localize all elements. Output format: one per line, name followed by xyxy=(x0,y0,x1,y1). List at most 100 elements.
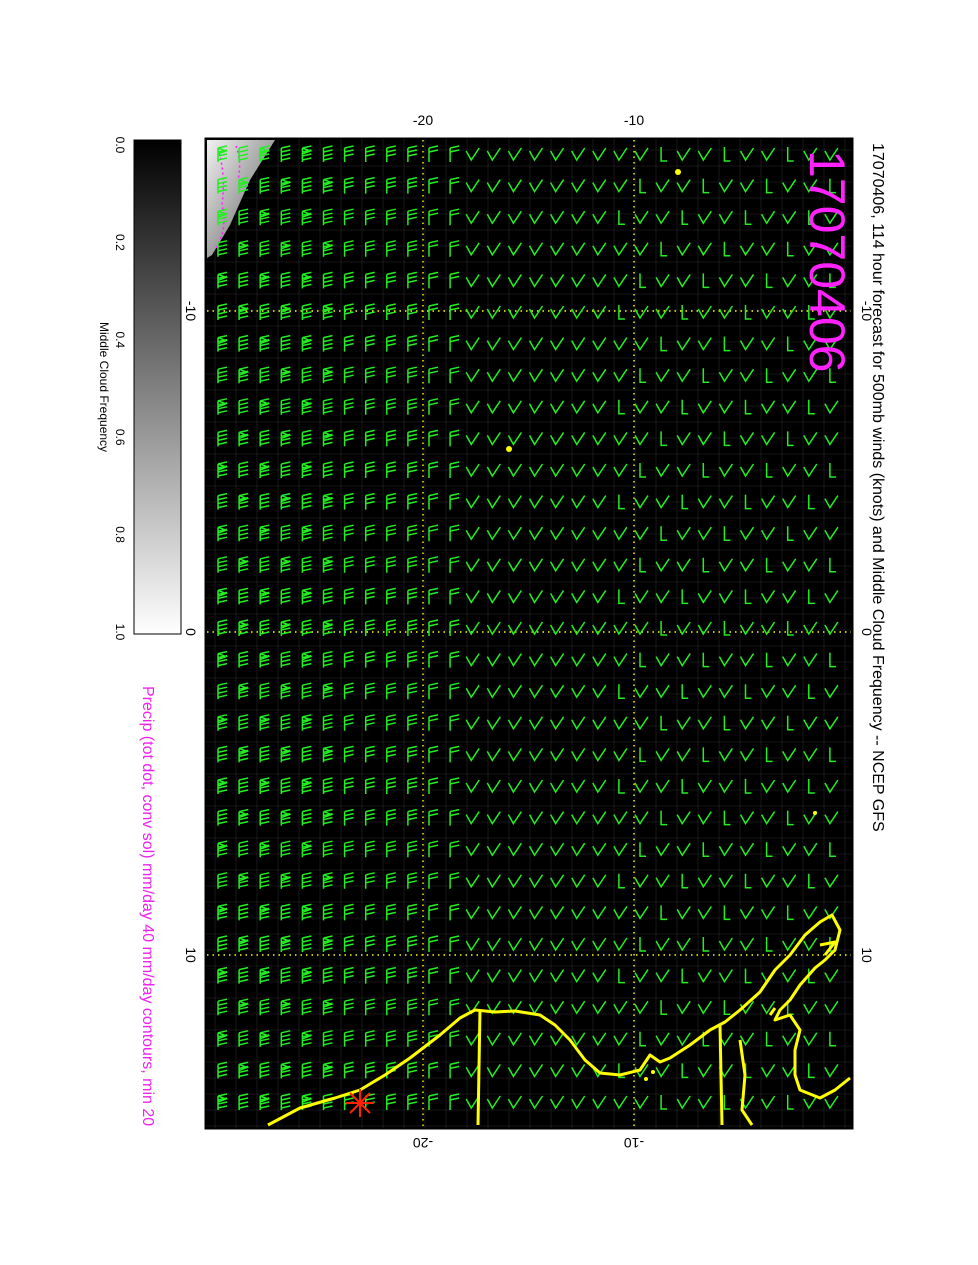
wind-barb xyxy=(428,840,439,858)
wind-barb xyxy=(803,431,818,446)
wind-barb xyxy=(507,337,523,352)
wind-barb xyxy=(739,747,755,762)
wind-barb xyxy=(407,745,418,763)
wind-barb xyxy=(676,526,691,541)
wind-barb xyxy=(786,241,794,257)
wind-barb xyxy=(407,429,418,447)
wind-barb xyxy=(803,242,818,257)
wind-barb xyxy=(634,716,649,731)
wind-barb xyxy=(824,1095,839,1110)
colorbar-tick-label: 1.0 xyxy=(113,624,127,641)
wind-barb xyxy=(808,399,815,415)
wind-barb xyxy=(322,429,334,447)
wind-barb xyxy=(571,337,586,352)
wind-barb xyxy=(655,210,670,225)
wind-barb xyxy=(301,240,312,257)
wind-barb xyxy=(782,874,797,889)
wind-barb xyxy=(549,1032,565,1047)
wind-barb xyxy=(744,494,752,510)
wind-barb xyxy=(697,242,712,257)
colorbar-tick-label: 0.6 xyxy=(113,429,127,446)
wind-barb xyxy=(739,1032,755,1047)
wind-barb xyxy=(386,145,396,162)
wind-barb xyxy=(718,969,734,984)
wind-barb xyxy=(301,650,313,668)
wind-barb xyxy=(723,905,731,921)
wind-barb xyxy=(217,145,229,162)
wind-barb xyxy=(407,1030,418,1047)
wind-barb xyxy=(238,366,250,384)
wind-barb xyxy=(322,1061,334,1079)
wind-barb xyxy=(592,210,607,225)
wind-barb xyxy=(549,400,565,415)
wind-barb xyxy=(465,1063,480,1078)
wind-barb xyxy=(280,366,292,384)
wind-barb xyxy=(280,966,291,984)
wind-barb xyxy=(824,905,839,920)
wind-barb xyxy=(782,1063,797,1078)
wind-barb xyxy=(449,966,460,984)
wind-barb xyxy=(217,587,229,605)
wind-barb xyxy=(507,526,523,541)
lat-tick-label: 0 xyxy=(859,628,875,636)
wind-barb xyxy=(634,526,649,541)
wind-barb xyxy=(322,714,333,731)
wind-barb xyxy=(364,271,375,289)
wind-barb xyxy=(549,653,565,668)
wind-barb xyxy=(386,429,396,447)
wind-barb xyxy=(592,1095,607,1110)
wind-barb xyxy=(528,463,544,478)
wind-barb xyxy=(571,495,586,510)
wind-barb xyxy=(507,747,523,762)
wind-barb xyxy=(428,492,439,510)
wind-barb xyxy=(280,998,292,1016)
wind-barb xyxy=(465,589,480,604)
wind-barb xyxy=(829,463,836,478)
wind-barb xyxy=(634,874,649,889)
wind-barb xyxy=(765,463,773,478)
wind-barb xyxy=(528,905,544,920)
wind-barb xyxy=(217,966,229,984)
wind-barb xyxy=(824,242,839,257)
wind-barb xyxy=(301,1061,312,1079)
wind-barb xyxy=(428,398,439,415)
wind-barb xyxy=(592,842,607,857)
wind-barb xyxy=(343,176,354,194)
wind-barb xyxy=(507,937,523,952)
wind-barb xyxy=(803,747,818,762)
wind-barb xyxy=(407,556,418,573)
wind-barb xyxy=(718,495,734,510)
wind-barb xyxy=(407,240,418,257)
wind-barb xyxy=(301,398,313,415)
wind-barb xyxy=(217,998,228,1016)
wind-barb xyxy=(301,303,312,320)
wind-barb xyxy=(744,873,752,889)
wind-barb xyxy=(803,558,818,573)
wind-barb xyxy=(592,1032,607,1047)
wind-barb xyxy=(428,176,439,194)
wind-barb xyxy=(238,777,249,794)
wind-barb xyxy=(613,747,628,762)
wind-barb xyxy=(343,903,354,921)
wind-barb xyxy=(217,334,229,352)
wind-barb xyxy=(676,1095,691,1110)
wind-barb xyxy=(676,1000,691,1015)
wind-barb xyxy=(655,779,670,794)
wind-barb xyxy=(549,147,565,162)
wind-barb xyxy=(803,621,818,636)
wind-barb xyxy=(486,463,501,478)
wind-barb xyxy=(343,650,354,668)
wind-barb xyxy=(407,903,418,921)
wind-barb xyxy=(259,366,270,384)
wind-barb xyxy=(571,1032,586,1047)
wind-barb xyxy=(571,874,586,889)
wind-barb xyxy=(486,969,501,984)
wind-barb xyxy=(301,429,312,447)
wind-barb xyxy=(634,684,649,699)
wind-barb xyxy=(697,1095,712,1110)
wind-barb xyxy=(301,524,313,542)
wind-barb xyxy=(739,179,755,194)
wind-barb xyxy=(259,966,271,984)
wind-barb xyxy=(824,1000,839,1015)
wind-barb xyxy=(343,1061,354,1079)
